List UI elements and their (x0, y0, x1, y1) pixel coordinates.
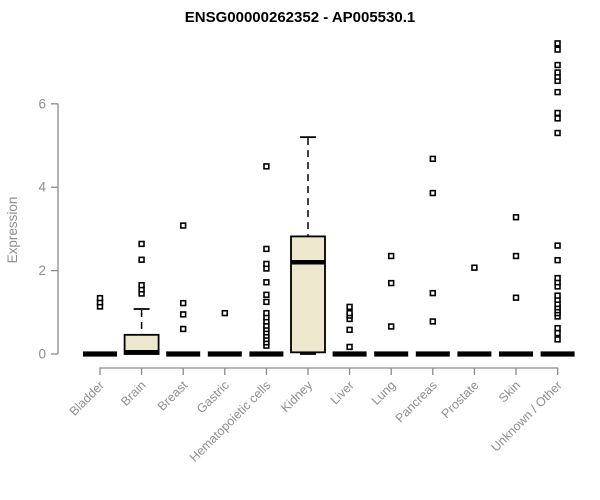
outlier-point (512, 294, 520, 301)
outlier-point (554, 88, 561, 96)
collapsed-box (457, 351, 492, 357)
outlier-point (263, 260, 270, 268)
outlier-point (554, 292, 561, 299)
outlier-point (429, 155, 436, 163)
collapsed-box (540, 351, 575, 357)
collapsed-box (166, 351, 201, 357)
outlier-point (554, 336, 561, 343)
collapsed-box (499, 351, 533, 357)
collapsed-box (207, 351, 242, 357)
x-category-label: Pancreas (393, 378, 440, 425)
x-category-label: Unknown / Other (488, 378, 564, 454)
x-category-label: Prostate (439, 378, 482, 421)
box (290, 235, 326, 354)
outlier-point (554, 109, 561, 117)
outlier-point (554, 46, 561, 53)
outlier-point (554, 274, 561, 282)
collapsed-box (249, 351, 284, 357)
outlier-point (96, 294, 104, 302)
outlier-point (554, 61, 561, 69)
outlier-point (180, 299, 187, 307)
outlier-point (387, 279, 395, 287)
outlier-point (512, 252, 520, 260)
outlier-point (263, 163, 270, 170)
outlier-point (221, 309, 228, 317)
outlier-point (387, 323, 395, 330)
outlier-point (554, 115, 561, 122)
x-category-label: Lung (369, 378, 399, 408)
outlier-point (138, 256, 145, 263)
outlier-point (263, 291, 270, 298)
collapsed-box (332, 351, 367, 357)
collapsed-box (415, 351, 450, 357)
outlier-point (554, 129, 561, 137)
outlier-point (471, 264, 478, 271)
outlier-point (180, 311, 187, 318)
x-category-label: Gastric (194, 378, 232, 416)
collapsed-box (374, 351, 409, 357)
outlier-point (387, 252, 395, 260)
outlier-point (263, 309, 270, 317)
outlier-point (180, 325, 187, 333)
outlier-point (346, 303, 353, 311)
x-category-label: Hematopoietic cells (187, 378, 274, 465)
outlier-point (554, 256, 561, 264)
outlier-point (263, 279, 270, 286)
chart-title: ENSG00000262352 - AP005530.1 (184, 9, 416, 26)
outlier-point (429, 318, 436, 325)
outlier-point (429, 189, 436, 197)
collapsed-box (83, 351, 117, 357)
outlier-point (138, 240, 145, 248)
y-tick-label: 4 (38, 180, 46, 195)
outlier-point (346, 326, 353, 334)
y-tick-label: 0 (38, 347, 46, 362)
x-category-label: Kidney (278, 378, 315, 415)
outlier-point (180, 222, 187, 229)
x-category-label: Breast (155, 378, 191, 414)
outlier-point (346, 309, 353, 317)
x-category-label: Brain (118, 378, 149, 409)
outlier-point (554, 324, 561, 332)
y-tick-label: 2 (38, 263, 46, 278)
outlier-point (263, 298, 270, 306)
outlier-point (138, 281, 145, 289)
outlier-point (512, 214, 520, 221)
outlier-point (263, 245, 270, 253)
outlier-point (346, 343, 353, 351)
outlier-point (554, 329, 561, 337)
x-category-label: Bladder (67, 378, 107, 418)
outlier-point (429, 289, 436, 297)
outlier-point (554, 69, 561, 76)
outlier-point (554, 242, 561, 249)
x-category-label: Skin (496, 378, 523, 405)
outlier-point (554, 40, 561, 47)
x-category-label: Liver (328, 378, 357, 407)
y-tick-label: 6 (38, 96, 46, 111)
